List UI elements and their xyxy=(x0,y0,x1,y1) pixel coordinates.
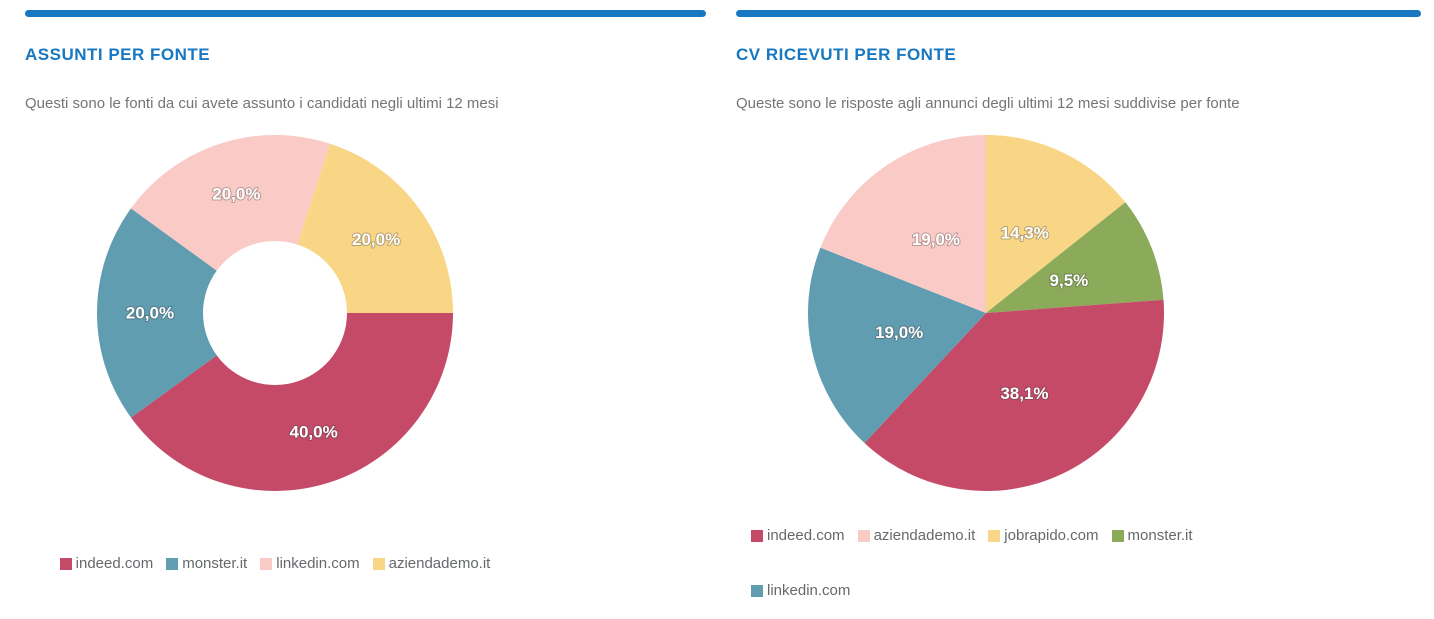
pie-slice-indeed.com[interactable] xyxy=(130,313,454,492)
donut-chart-legend: indeed.com monster.it linkedin.com aziendad… xyxy=(59,555,491,572)
legend-item-monster.it[interactable]: monster.it xyxy=(166,555,247,572)
legend-item-indeed.com[interactable]: indeed.com xyxy=(751,527,845,544)
legend-label: aziendademo.it xyxy=(873,527,976,544)
donut-chart: 40,0% 20,0% 20,0% 20,0% xyxy=(25,133,525,493)
legend-label: indeed.com xyxy=(75,555,154,572)
slice-label: 20,0% xyxy=(212,185,260,204)
legend-label: aziendademo.it xyxy=(388,555,491,572)
legend-label: jobrapido.com xyxy=(1004,527,1099,544)
pie-chart-legend: indeed.com aziendademo.it jobrapido.com mon… xyxy=(751,527,1221,599)
slice-label: 14,3% xyxy=(1001,223,1049,242)
slice-label: 38,1% xyxy=(1000,384,1048,403)
legend-label: monster.it xyxy=(182,555,248,572)
legend-swatch xyxy=(166,557,179,570)
slice-label: 20,0% xyxy=(126,304,174,323)
legend-item-linkedin.com[interactable]: linkedin.com xyxy=(751,582,850,599)
pie-slice-indeed.com[interactable] xyxy=(864,299,1164,491)
legend-label: indeed.com xyxy=(767,527,845,544)
legend-swatch xyxy=(372,557,385,570)
legend-swatch xyxy=(59,557,72,570)
panel-accent-bar xyxy=(25,10,706,17)
legend-swatch xyxy=(751,529,763,542)
legend-item-aziendademo.it[interactable]: aziendademo.it xyxy=(372,555,491,572)
legend-item-monster.it[interactable]: monster.it xyxy=(1111,527,1193,544)
legend-label: linkedin.com xyxy=(767,582,851,599)
donut-chart-block: 40,0% 20,0% 20,0% 20,0% indeed.com monster.i… xyxy=(25,133,525,572)
assunti-per-fonte-panel: ASSUNTI PER FONTE Questi sono le fonti d… xyxy=(25,0,706,599)
slice-label: 20,0% xyxy=(352,230,400,249)
legend-item-linkedin.com[interactable]: linkedin.com xyxy=(260,555,360,572)
slice-label: 9,5% xyxy=(1050,271,1089,290)
legend-swatch xyxy=(260,557,273,570)
dashboard: ASSUNTI PER FONTE Questi sono le fonti d… xyxy=(25,0,1421,599)
legend-item-jobrapido.com[interactable]: jobrapido.com xyxy=(988,527,1099,544)
slice-label: 40,0% xyxy=(290,422,338,441)
panel-subtitle: Questi sono le fonti da cui avete assunt… xyxy=(25,95,499,112)
pie-slice-monster.it[interactable] xyxy=(986,202,1164,313)
panel-title: ASSUNTI PER FONTE xyxy=(25,45,211,64)
pie-slice-monster.it[interactable] xyxy=(96,208,217,418)
pie-slice-linkedin.com[interactable] xyxy=(808,247,986,444)
legend-swatch xyxy=(857,529,870,542)
panel-accent-bar xyxy=(736,10,1421,17)
pie-slice-aziendademo.it[interactable] xyxy=(297,143,453,313)
legend-swatch xyxy=(988,529,1001,542)
legend-swatch xyxy=(1111,529,1124,542)
pie-chart-block: 14,3% 9,5% 38,1% 19,0% 19,0% indeed.com azien… xyxy=(736,133,1236,599)
panel-subtitle: Queste sono le risposte agli annunci deg… xyxy=(736,95,1240,112)
legend-item-indeed.com[interactable]: indeed.com xyxy=(59,555,154,572)
pie-chart: 14,3% 9,5% 38,1% 19,0% 19,0% xyxy=(736,133,1236,493)
panel-title: CV RICEVUTI PER FONTE xyxy=(736,45,957,64)
pie-slice-jobrapido.com[interactable] xyxy=(986,135,1126,313)
pie-slice-linkedin.com[interactable] xyxy=(130,135,331,271)
legend-item-aziendademo.it[interactable]: aziendademo.it xyxy=(857,527,976,544)
pie-slice-aziendademo.it[interactable] xyxy=(820,135,986,313)
legend-label: linkedin.com xyxy=(276,555,360,572)
cv-ricevuti-per-fonte-panel: CV RICEVUTI PER FONTE Queste sono le ris… xyxy=(736,0,1421,599)
legend-label: monster.it xyxy=(1127,527,1193,544)
slice-label: 19,0% xyxy=(875,323,923,342)
slice-label: 19,0% xyxy=(912,230,960,249)
legend-swatch xyxy=(751,584,763,597)
